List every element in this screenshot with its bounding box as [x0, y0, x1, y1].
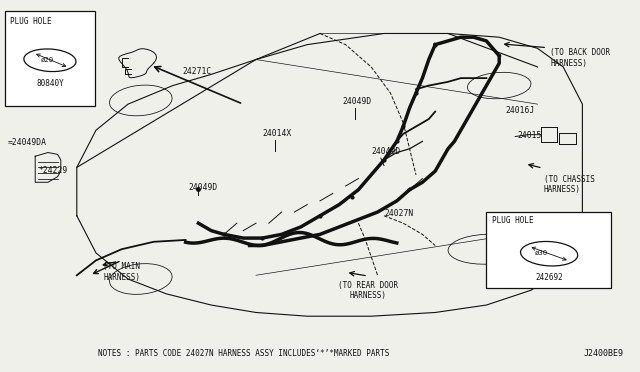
- Text: NOTES : PARTS CODE 24027N HARNESS ASSY INCLUDES‘*’*MARKED PARTS: NOTES : PARTS CODE 24027N HARNESS ASSY I…: [97, 349, 389, 358]
- Text: 24014X: 24014X: [262, 129, 292, 138]
- Text: J2400BE9: J2400BE9: [584, 349, 624, 358]
- Bar: [486, 212, 611, 288]
- Text: 24016J: 24016J: [506, 106, 535, 115]
- Bar: [5, 11, 95, 106]
- Text: 80840Y: 80840Y: [36, 78, 64, 87]
- Text: 24027N: 24027N: [384, 209, 413, 218]
- Text: 24015: 24015: [517, 131, 541, 140]
- Text: (TO MAIN
HARNESS): (TO MAIN HARNESS): [103, 262, 140, 282]
- Text: 242692: 242692: [535, 273, 563, 282]
- Text: (TO CHASSIS
HARNESS): (TO CHASSIS HARNESS): [544, 175, 595, 194]
- Text: ø30: ø30: [535, 250, 548, 256]
- Text: *24229: *24229: [38, 166, 68, 175]
- Text: PLUG HOLE: PLUG HOLE: [10, 17, 52, 26]
- Text: (TO BACK DOOR
HARNESS): (TO BACK DOOR HARNESS): [550, 48, 611, 68]
- Text: 24049D: 24049D: [189, 183, 218, 192]
- Text: ≂24049DA: ≂24049DA: [8, 138, 47, 147]
- Text: 24271C: 24271C: [182, 67, 212, 76]
- Text: PLUG HOLE: PLUG HOLE: [492, 216, 533, 225]
- Text: ø20: ø20: [40, 57, 54, 62]
- Text: (TO REAR DOOR
HARNESS): (TO REAR DOOR HARNESS): [338, 281, 398, 300]
- Text: 24049D: 24049D: [342, 97, 372, 106]
- Text: 24049D: 24049D: [371, 147, 401, 156]
